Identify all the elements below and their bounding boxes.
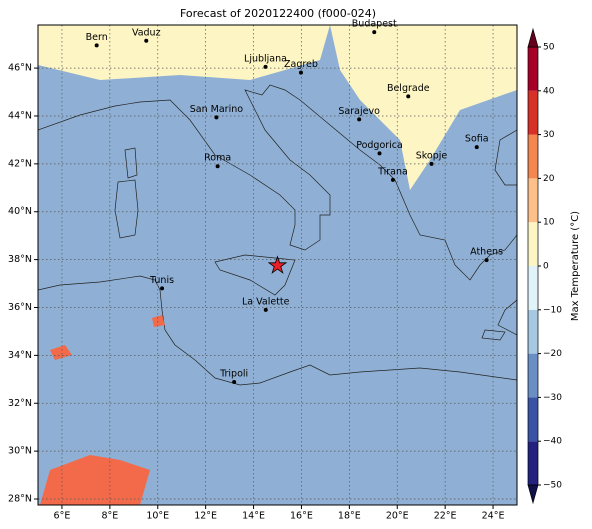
city-dot — [372, 30, 377, 35]
city-dot — [298, 70, 303, 75]
city-label: Tripoli — [219, 368, 248, 379]
colorbar-bin — [528, 397, 538, 442]
city-dot — [390, 177, 395, 182]
city-label: Belgrade — [387, 83, 430, 94]
colorbar-bin — [528, 90, 538, 135]
city-label: Bern — [86, 32, 108, 43]
colorbar-tick-label: −50 — [543, 481, 562, 491]
city-dot — [406, 94, 411, 99]
city-label: San Marino — [190, 104, 243, 115]
lat-tick-label: 44°N — [8, 110, 32, 121]
lat-tick-label: 42°N — [8, 158, 32, 169]
city-dot — [484, 258, 489, 263]
city-dot — [377, 151, 382, 156]
lon-tick-label: 8°E — [101, 511, 118, 522]
colorbar-bin — [528, 309, 538, 354]
colorbar-label: Max Temperature (°C) — [570, 211, 581, 321]
colorbar-tick-label: 50 — [543, 43, 555, 53]
city-label: Tunis — [149, 275, 174, 286]
lon-tick-label: 10°E — [146, 511, 169, 522]
map-frame — [37, 24, 518, 506]
city-dot — [160, 286, 165, 291]
city-dot — [357, 117, 362, 122]
lat-tick-label: 46°N — [8, 63, 32, 74]
city-label: Ljubljana — [244, 53, 287, 64]
city-label: Podgorica — [356, 140, 403, 151]
city-label: Roma — [204, 153, 231, 164]
colorbar-bin — [528, 178, 538, 223]
lat-tick-label: 36°N — [8, 302, 32, 313]
city-label: Athens — [470, 247, 503, 258]
city-dot — [232, 379, 237, 384]
lon-tick-label: 24°E — [482, 511, 505, 522]
colorbar-bin — [528, 441, 538, 485]
colorbar-bin — [528, 47, 538, 91]
colorbar-tick-label: 20 — [543, 174, 555, 184]
colorbar-tick-label: 40 — [543, 86, 555, 96]
lon-tick-label: 22°E — [434, 511, 457, 522]
colorbar-extend — [527, 484, 539, 505]
lon-tick-label: 6°E — [54, 511, 71, 522]
map-area — [38, 25, 517, 505]
city-dot — [263, 64, 268, 69]
city-dot — [429, 161, 434, 166]
lon-tick-label: 20°E — [386, 511, 409, 522]
colorbar-bin — [528, 353, 538, 398]
lat-tick-label: 38°N — [8, 254, 32, 265]
city-dot — [94, 43, 99, 48]
city-dot — [214, 115, 219, 120]
event-marker — [267, 255, 288, 274]
city-label: Sofia — [465, 134, 489, 145]
colorbar-bin — [528, 266, 538, 310]
colorbar-tick-label: 10 — [543, 218, 555, 228]
city-label: Sarajevo — [338, 106, 380, 117]
lat-tick-label: 32°N — [8, 398, 32, 409]
map-title: Forecast of 2020122400 (f000-024) — [180, 7, 376, 20]
lat-tick-label: 34°N — [8, 350, 32, 361]
lon-tick-label: 18°E — [338, 511, 361, 522]
colorbar-tick-label: −30 — [543, 393, 562, 403]
city-dot — [215, 164, 220, 169]
lon-tick-label: 12°E — [194, 511, 217, 522]
lat-tick-label: 40°N — [8, 206, 32, 217]
city-dot — [144, 38, 149, 43]
colorbar-tick-label: −10 — [543, 305, 562, 315]
city-label: Tirana — [377, 166, 408, 177]
colorbar-tick-label: 30 — [543, 130, 555, 140]
colorbar-tick-label: −20 — [543, 349, 562, 359]
colorbar-bin — [528, 134, 538, 179]
city-label: Vaduz — [132, 27, 161, 38]
colorbar-bin — [528, 222, 538, 266]
colorbar-extend — [527, 27, 539, 48]
city-label: Budapest — [352, 19, 397, 30]
city-dot — [474, 145, 479, 150]
lat-tick-label: 28°N — [8, 494, 32, 505]
city-dot — [263, 307, 268, 312]
city-label: Zagreb — [284, 59, 318, 70]
lat-tick-label: 30°N — [8, 446, 32, 457]
city-label: La Valette — [242, 296, 290, 307]
colorbar-tick-label: 0 — [543, 262, 549, 272]
colorbar-tick-label: −40 — [543, 437, 562, 447]
lon-tick-label: 14°E — [242, 511, 265, 522]
lon-tick-label: 16°E — [290, 511, 313, 522]
city-label: Skopje — [416, 150, 448, 161]
